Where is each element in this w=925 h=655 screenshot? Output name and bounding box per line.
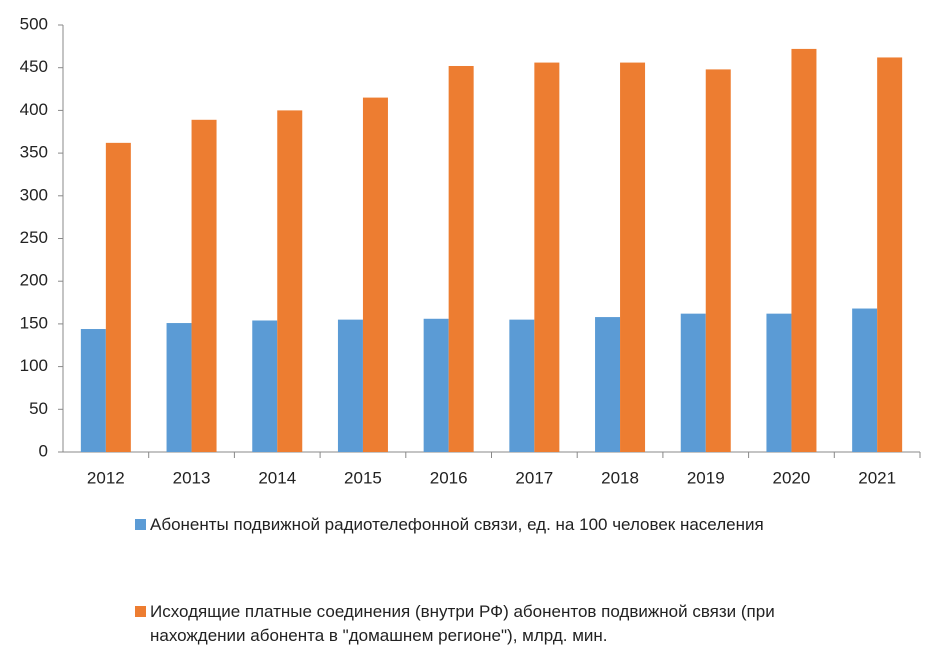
legend-swatch <box>135 606 146 617</box>
bar <box>620 62 646 453</box>
bar <box>595 317 621 452</box>
bar <box>80 329 106 452</box>
bar <box>534 62 560 453</box>
y-tick-label: 450 <box>20 57 48 76</box>
y-tick-label: 50 <box>29 399 48 418</box>
bar <box>362 97 388 452</box>
y-tick-label: 400 <box>20 100 48 119</box>
bar <box>877 57 903 453</box>
y-tick-label: 150 <box>20 313 48 332</box>
chart: 0 50 100 150 200 250 300 350 400 450 500 2012 2013 20… <box>20 14 921 487</box>
bar <box>166 323 192 452</box>
x-tick-label: 2012 <box>87 468 125 487</box>
x-tick-label: 2016 <box>430 468 468 487</box>
x-tick-label: 2018 <box>601 468 639 487</box>
bar <box>191 119 217 452</box>
x-tick-label: 2015 <box>344 468 382 487</box>
bar <box>252 320 278 452</box>
legend-swatch <box>135 519 146 530</box>
legend-item: Исходящие платные соединения (внутри РФ)… <box>135 600 775 648</box>
bar <box>705 69 731 453</box>
legend-label: Исходящие платные соединения (внутри РФ)… <box>150 602 775 645</box>
y-tick-label: 0 <box>39 441 48 460</box>
bar <box>423 318 449 452</box>
x-tick-label: 2017 <box>515 468 553 487</box>
y-tick-label: 100 <box>20 356 48 375</box>
y-tick-label: 250 <box>20 228 48 247</box>
bar <box>852 308 878 452</box>
bar <box>680 313 706 452</box>
bar <box>509 319 535 452</box>
legend-label: Абоненты подвижной радиотелефонной связи… <box>150 515 764 534</box>
x-tick-label: 2020 <box>773 468 811 487</box>
bar <box>337 319 363 452</box>
bar <box>448 65 474 452</box>
bar <box>105 142 131 453</box>
y-tick-label: 200 <box>20 271 48 290</box>
bar <box>277 110 303 453</box>
y-tick-label: 350 <box>20 143 48 162</box>
x-tick-label: 2014 <box>258 468 296 487</box>
legend-item: Абоненты подвижной радиотелефонной связи… <box>135 513 775 537</box>
y-tick-label: 300 <box>20 185 48 204</box>
x-tick-label: 2019 <box>687 468 725 487</box>
bar <box>766 313 792 452</box>
x-tick-label: 2021 <box>858 468 896 487</box>
x-tick-label: 2013 <box>173 468 211 487</box>
y-tick-label: 500 <box>20 14 48 33</box>
bar <box>791 48 817 453</box>
